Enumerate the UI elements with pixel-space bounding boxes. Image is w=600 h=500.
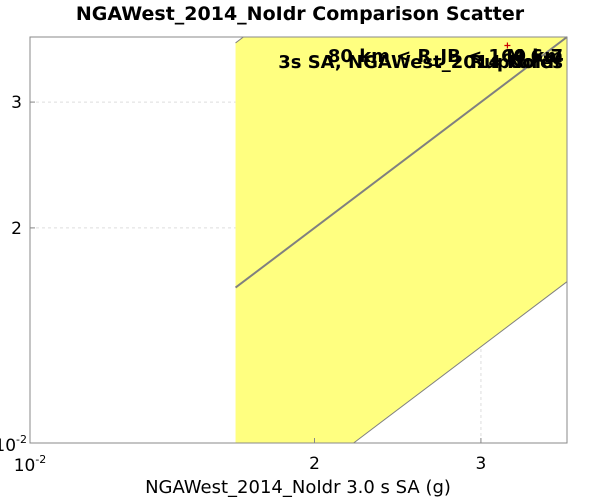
data-points — [504, 42, 511, 49]
annotations: 80 km < R_JB < 160 km 3s SA, NGAWest_201… — [278, 46, 563, 73]
band-area — [235, 37, 567, 443]
y-tick-label-2: 3 — [11, 93, 22, 113]
confidence-band — [235, 37, 567, 443]
annotation-distance: 80 km < R_JB < 160 km — [328, 46, 563, 67]
y-tick-label-1: 2 — [11, 219, 22, 239]
plot-frame — [29, 36, 568, 444]
reference-lines — [234, 36, 568, 444]
annotation-magnitude: M 6-7 — [506, 46, 563, 67]
lower-band-line — [353, 281, 568, 444]
x-axis-label: NGAWest_2014_NoIdr 3.0 s SA (g) — [145, 477, 451, 498]
y-tick-label-0: 10-2 — [0, 433, 27, 456]
annotation-metric: 3s SA, NGAWest_2014 NoIdr — [278, 52, 563, 73]
x-tick-label-0: 10-2 — [14, 453, 47, 476]
x-tick-label-2: 3 — [476, 454, 487, 474]
axis-ticks: 10-2 2 3 10-2 2 3 — [0, 93, 486, 476]
x-tick-label-1: 2 — [309, 454, 320, 474]
one-to-one-line — [234, 36, 568, 289]
annotation-ruptures: Ruptures — [470, 52, 563, 73]
upper-band-line — [235, 36, 244, 44]
data-point-0 — [504, 42, 511, 49]
chart-title: NGAWest_2014_NoIdr Comparison Scatter — [76, 3, 525, 25]
